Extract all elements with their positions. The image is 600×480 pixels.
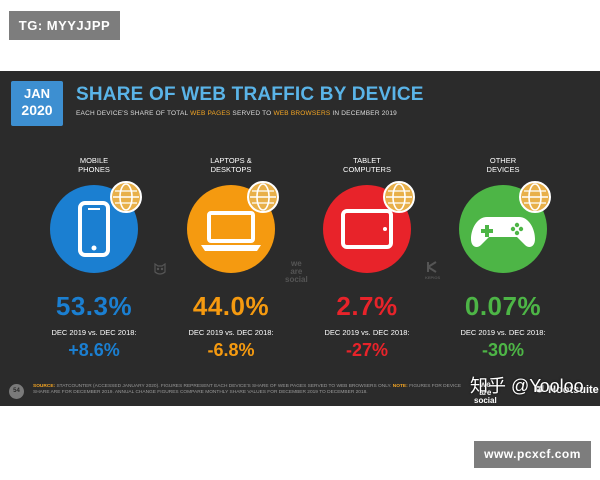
comparison-period: DEC 2019 vs. DEC 2018: (324, 328, 410, 337)
source-note: SOURCE: STATCOUNTER (ACCESSED JANUARY 20… (33, 384, 462, 395)
device-label: OTHER DEVICES (486, 156, 520, 174)
device-circle (323, 181, 415, 273)
device-circle (50, 181, 142, 273)
chart-subtitle: EACH DEVICE'S SHARE OF TOTAL WEB PAGES S… (76, 110, 397, 117)
mobile-phone-icon (78, 201, 110, 257)
device-other: OTHER DEVICES 0.07% DEC 2019 vs. DEC 201… (444, 156, 562, 361)
globe-icon (519, 181, 551, 213)
device-label: TABLET COMPUTERS (343, 156, 391, 174)
share-value: 44.0% (192, 291, 270, 321)
device-circle (187, 181, 279, 273)
annual-change: -6.8% (207, 340, 255, 360)
device-tablet: TABLET COMPUTERS 2.7% DEC 2019 vs. DEC 2… (308, 156, 426, 361)
annual-change: +8.6% (68, 340, 120, 360)
watermark-tag: TG: MYYJJPP (9, 11, 120, 40)
chart-title: SHARE OF WEB TRAFFIC BY DEVICE (76, 84, 424, 105)
gamepad-icon (471, 217, 535, 247)
device-mobile: MOBILE PHONES 53.3% DEC 2019 vs. DEC 201… (35, 156, 153, 361)
globe-icon (383, 181, 415, 213)
comparison-period: DEC 2019 vs. DEC 2018: (188, 328, 274, 337)
hootsuite-logo: Hootsuite (534, 383, 599, 396)
url-badge: www.pcxcf.com (474, 441, 591, 468)
zhihu-overlay-text: 知乎 @Yooloo (470, 376, 584, 396)
date-badge: JAN 2020 (11, 81, 63, 126)
date-month: JAN (23, 86, 50, 101)
globe-icon (247, 181, 279, 213)
we-are-social-logo: we are social (474, 380, 497, 405)
infographic-slide: JAN 2020 SHARE OF WEB TRAFFIC BY DEVICE … (0, 71, 600, 406)
device-circle (459, 181, 551, 273)
kepios-logo-icon (426, 261, 437, 273)
device-label: MOBILE PHONES (78, 156, 110, 174)
kepios-watermark: KEPIOS (425, 261, 440, 280)
laptop-icon (201, 211, 261, 251)
globe-icon (110, 181, 142, 213)
owl-watermark-icon (154, 262, 166, 275)
annual-change: -27% (345, 340, 389, 360)
annual-change: -30% (481, 340, 525, 360)
share-value: 2.7% (336, 291, 398, 321)
date-year: 2020 (21, 102, 53, 118)
share-value: 0.07% (464, 291, 542, 321)
comparison-period: DEC 2019 vs. DEC 2018: (51, 328, 137, 337)
we-are-social-watermark: we are social (285, 259, 308, 284)
share-value: 53.3% (55, 291, 133, 321)
device-label: LAPTOPS & DESKTOPS (210, 156, 252, 174)
comparison-period: DEC 2019 vs. DEC 2018: (460, 328, 546, 337)
tablet-icon (341, 209, 393, 249)
page-number: 54 (9, 384, 24, 399)
device-laptops: LAPTOPS & DESKTOPS 44.0% DEC 2019 vs. DE… (172, 156, 290, 361)
owl-icon (535, 384, 544, 393)
